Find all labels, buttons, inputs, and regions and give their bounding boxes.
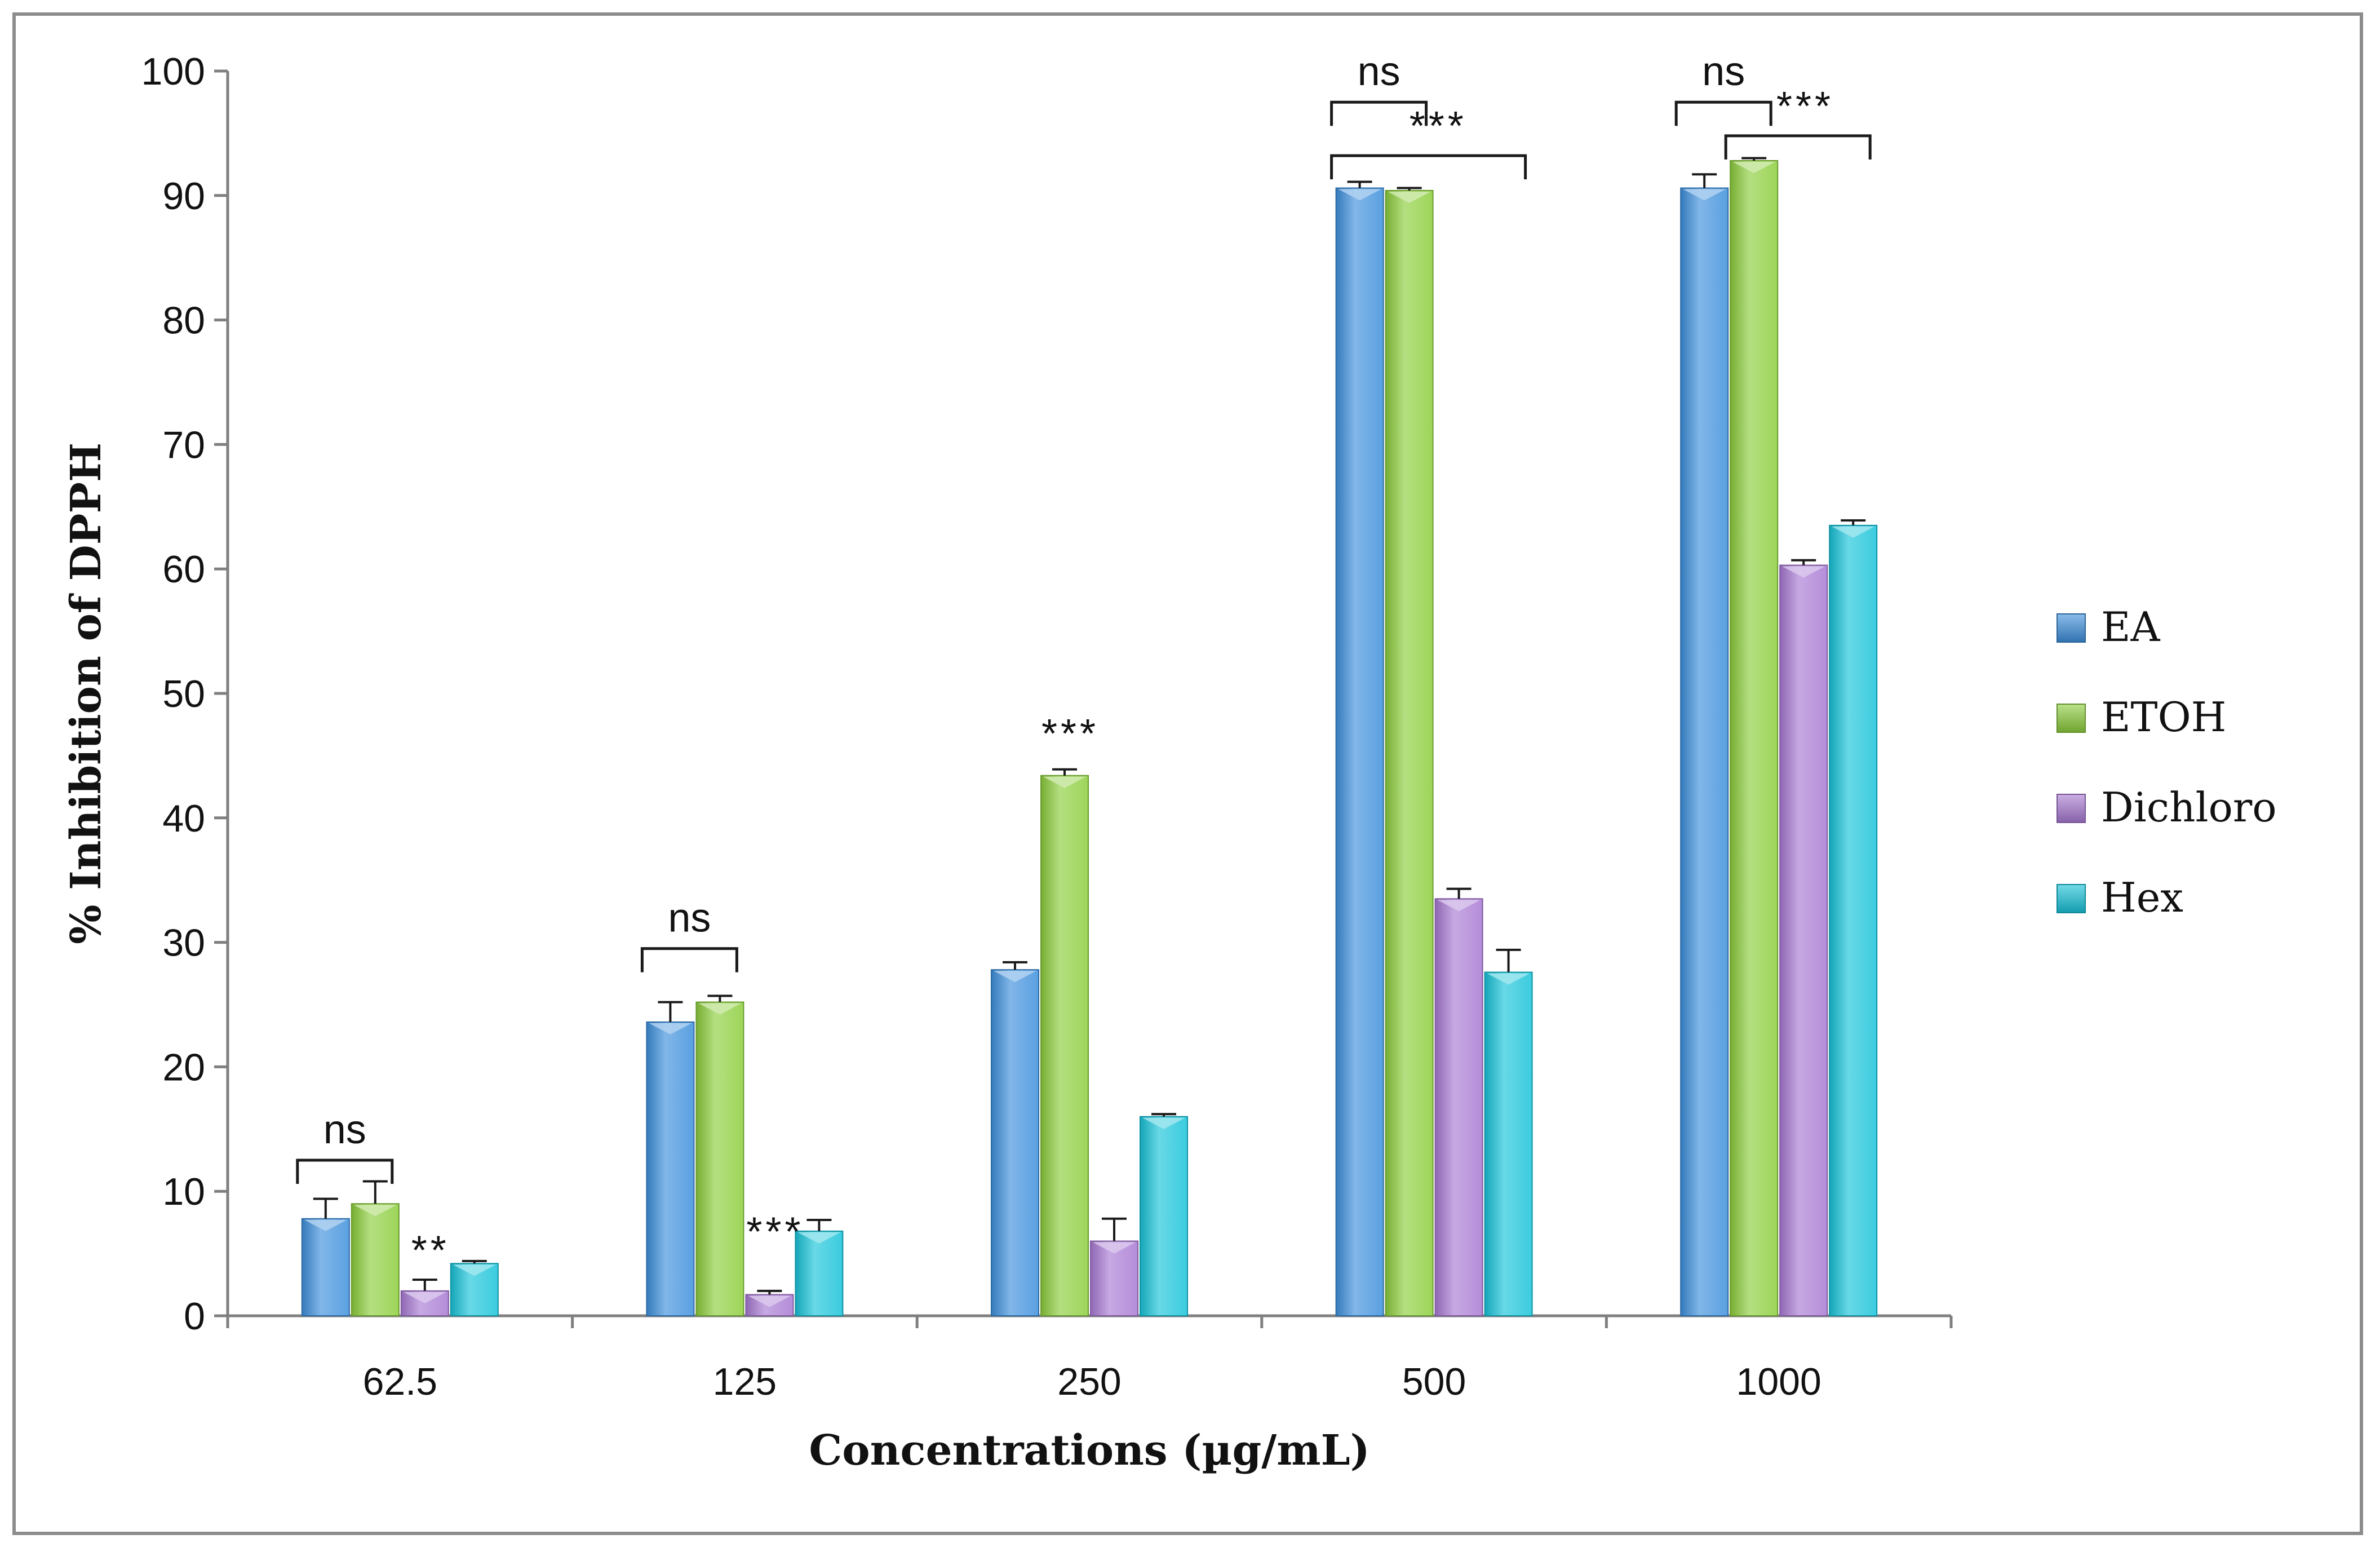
y-tick-label: 100: [141, 50, 205, 93]
legend-swatch-etoh: [2057, 704, 2086, 733]
bar-bevel-ea-1000: [1683, 189, 1726, 201]
bar-etoh-1000: [1730, 160, 1779, 1316]
legend-label-ea: EA: [2101, 603, 2161, 651]
chart-frame: 0 10 20 30 40 50 60 70 80 90 100 62.5 125 250 500 1000 n…: [12, 12, 2363, 1535]
bar-bevel-etoh-62-5: [353, 1205, 397, 1217]
significance-bracket-6: [1330, 154, 1527, 180]
significance-label-4: ***: [1041, 711, 1099, 757]
significance-label-3: ***: [746, 1209, 804, 1254]
bar-bevel-ea-500: [1338, 189, 1381, 201]
bar-bevel-dichloro-500: [1437, 900, 1481, 912]
bar-bevel-ea-250: [994, 971, 1036, 983]
legend-swatch-dichloro: [2057, 794, 2086, 823]
bar-dichloro-250: [1090, 1240, 1138, 1317]
bar-bevel-etoh-1000: [1732, 161, 1776, 173]
bar-ea-125: [646, 1021, 695, 1316]
legend-label-dichloro: Dichloro: [2101, 784, 2277, 831]
x-tick-label-125: 125: [713, 1360, 777, 1403]
x-tick-label-62-5: 62.5: [363, 1360, 437, 1403]
bar-bevel-dichloro-250: [1093, 1242, 1136, 1254]
bar-dichloro-1000: [1779, 564, 1828, 1316]
y-tick-label: 80: [162, 299, 205, 342]
bar-chart: 0 10 20 30 40 50 60 70 80 90 100 62.5 125 250 500 1000 n…: [62, 49, 2277, 1475]
bar-ea-62-5: [301, 1218, 350, 1316]
significance-label-0: ns: [323, 1107, 366, 1152]
y-tick-label: 90: [162, 175, 205, 218]
y-axis-title: % Inhibition of DPPH: [62, 443, 110, 944]
significance-label-8: ***: [1776, 84, 1834, 129]
bar-ea-1000: [1680, 187, 1729, 1316]
legend-label-etoh: ETOH: [2101, 693, 2226, 741]
legend-swatch-ea: [2057, 613, 2086, 643]
y-tick-label: 0: [184, 1295, 205, 1338]
significance-label-2: ns: [668, 896, 711, 941]
y-tick-label: 40: [162, 797, 205, 840]
bar-bevel-hex-1000: [1832, 526, 1875, 538]
bar-bevel-etoh-500: [1388, 191, 1431, 203]
y-tick-label: 50: [162, 673, 205, 715]
legend-label-hex: Hex: [2101, 874, 2183, 921]
bar-etoh-500: [1385, 189, 1434, 1316]
y-tick-label: 30: [162, 922, 205, 965]
bar-hex-125: [795, 1230, 844, 1316]
bar-ea-250: [991, 969, 1039, 1316]
significance-bracket-7: [1674, 100, 1772, 126]
bar-bevel-dichloro-1000: [1782, 566, 1825, 578]
bar-bevel-hex-125: [797, 1232, 841, 1244]
significance-bracket-2: [640, 947, 738, 972]
significance-label-5: ns: [1358, 49, 1400, 94]
significance-label-6: ***: [1410, 104, 1467, 149]
bar-etoh-125: [695, 1001, 744, 1316]
y-tick-label: 70: [162, 423, 205, 466]
bar-bevel-etoh-250: [1043, 776, 1086, 788]
bar-dichloro-62-5: [400, 1290, 449, 1317]
x-tick-label-500: 500: [1402, 1360, 1466, 1403]
legend-swatch-hex: [2057, 884, 2086, 913]
bar-bevel-etoh-125: [698, 1003, 742, 1015]
significance-label-1: **: [411, 1228, 450, 1274]
bar-hex-250: [1140, 1116, 1188, 1316]
significance-bracket-5: [1330, 100, 1428, 126]
bar-etoh-250: [1040, 775, 1089, 1316]
bar-bevel-dichloro-62-5: [403, 1292, 446, 1303]
significance-bracket-0: [296, 1159, 394, 1184]
bar-etoh-62-5: [351, 1203, 400, 1317]
bar-bevel-dichloro-125: [748, 1295, 791, 1307]
bar-hex-500: [1484, 971, 1533, 1317]
y-tick-label: 20: [162, 1046, 205, 1089]
bar-hex-1000: [1829, 524, 1878, 1316]
x-tick-label-1000: 1000: [1736, 1360, 1821, 1403]
x-tick-label-250: 250: [1057, 1360, 1121, 1403]
x-axis-title: Concentrations (µg/mL): [809, 1426, 1370, 1475]
bar-bevel-hex-500: [1487, 973, 1530, 985]
bar-bevel-ea-62-5: [304, 1219, 347, 1231]
bar-dichloro-500: [1434, 898, 1483, 1316]
significance-label-7: ns: [1702, 49, 1745, 94]
bar-bevel-hex-62-5: [453, 1264, 496, 1276]
y-tick-label: 10: [162, 1170, 205, 1213]
bar-ea-500: [1335, 187, 1384, 1316]
significance-bracket-8: [1724, 134, 1872, 160]
bar-bevel-hex-250: [1142, 1117, 1185, 1129]
bar-bevel-ea-125: [649, 1023, 692, 1034]
y-tick-label: 60: [162, 548, 205, 591]
